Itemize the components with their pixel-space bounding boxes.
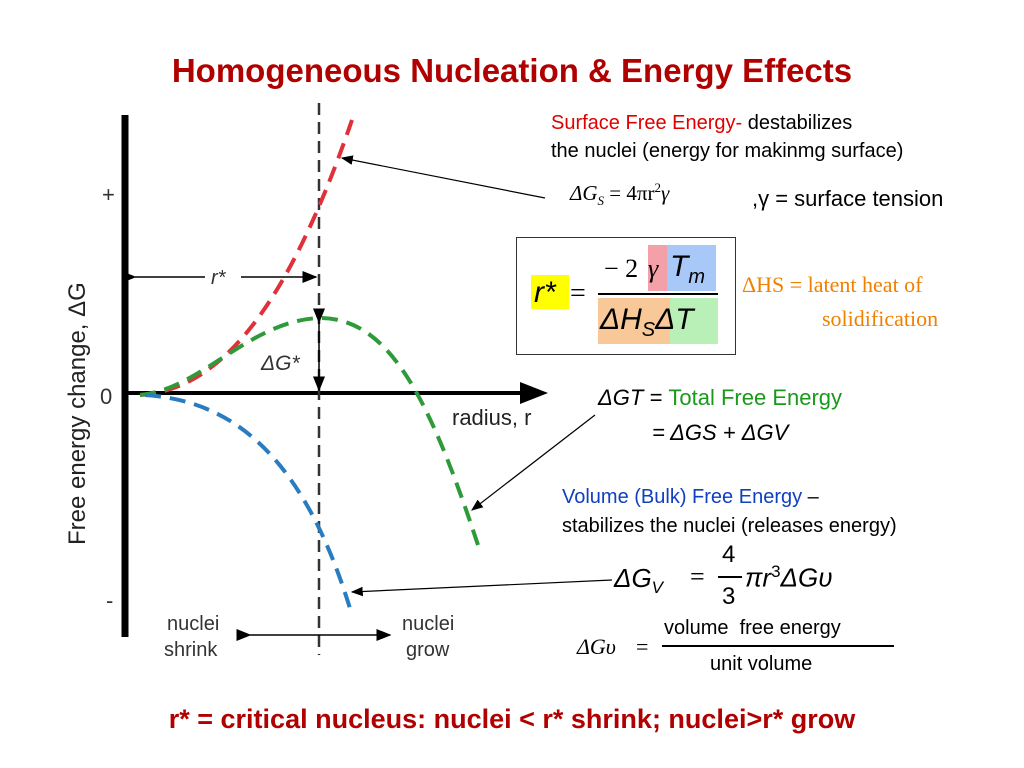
grow-label-1: nuclei [402, 613, 454, 635]
surface-energy-heading: Surface Free Energy- destabilizes [551, 112, 852, 135]
eq-lhs: ΔG [570, 181, 598, 205]
vol-tail: ΔGυ [780, 562, 833, 593]
vol-rhs: πr [745, 562, 772, 593]
volume-frac-den: 3 [722, 583, 736, 610]
dh-highlight [598, 298, 670, 344]
surface-energy-desc: the nuclei (energy for makinmg surface) [551, 140, 904, 162]
tm-highlight [667, 245, 716, 291]
latent-heat-line2: solidification [822, 306, 939, 331]
critical-nucleus-statement: r* = critical nucleus: nuclei < r* shrin… [168, 704, 856, 734]
rstar-equals: = [570, 278, 586, 309]
surface-energy-equation: ΔGS = 4πr2γ [570, 180, 669, 209]
volume-energy-desc: stabilizes the nuclei (releases energy) [562, 515, 897, 537]
rstar-lhs: r* [534, 276, 556, 309]
surface-energy-label-rest: destabilizes [742, 112, 853, 134]
x-axis-arrowhead [520, 382, 548, 404]
rstar-denominator: ΔHSΔT [600, 303, 694, 342]
volume-frac-num: 4 [722, 541, 736, 568]
gv-def-lhs: ΔGυ [577, 634, 616, 659]
vol-exp: 3 [771, 562, 781, 581]
page-title: Homogeneous Nucleation & Energy Effects [171, 52, 853, 89]
shrink-label-2: shrink [164, 639, 218, 661]
vol-sub: V [651, 578, 664, 598]
vol-lhs: ΔG [614, 563, 652, 593]
volume-eq-rhs: πr3ΔGυ [745, 562, 833, 594]
volume-pointer [350, 579, 613, 597]
rstar-highlight [531, 275, 569, 309]
x-axis-label: radius, r [452, 405, 531, 430]
rstar-equation-box [516, 237, 736, 355]
total-energy-heading: ΔGT = Total Free Energy [598, 385, 842, 411]
rstar-fraction-bar [598, 293, 718, 295]
gamma-highlight [648, 245, 667, 291]
eq-gamma: γ [660, 181, 670, 205]
tm-text: T [670, 250, 689, 283]
volume-energy-curve [144, 393, 354, 616]
total-energy-curve [139, 315, 480, 546]
rstar-label: r* [211, 267, 227, 289]
volume-energy-heading: Volume (Bulk) Free Energy – [562, 486, 819, 509]
latent-heat-line1: ΔHS = latent heat of [742, 272, 923, 297]
surface-tension-note: ,γ = surface tension [752, 186, 944, 211]
gv-def-bar [662, 645, 894, 647]
eq-exp: 2 [654, 180, 661, 195]
volume-eq-lhs: ΔGV [614, 563, 663, 598]
rstar-num-gamma: γ [648, 254, 659, 283]
volume-energy-label: Volume (Bulk) Free Energy [562, 486, 803, 508]
dh-text: ΔH [600, 303, 642, 336]
eq-rhs: = 4πr [609, 181, 655, 205]
total-lhs: ΔGT = [598, 385, 669, 410]
total-pointer [471, 414, 596, 511]
eq-sub: S [597, 193, 605, 209]
surface-energy-label: Surface Free Energy- [551, 112, 743, 134]
gv-def-num: volume free energy [664, 617, 841, 639]
tm-sub: m [688, 266, 705, 288]
y-axis-label: Free energy change, ΔG [64, 282, 91, 545]
volume-energy-label-rest: – [802, 486, 819, 508]
gv-def-equals: = [636, 634, 649, 659]
dt-text: ΔT [655, 303, 694, 336]
dh-sub: S [641, 319, 656, 341]
shrink-label-1: nuclei [167, 613, 219, 635]
volume-eq-equals: = [690, 562, 705, 591]
plus-tick: + [102, 182, 115, 207]
grow-label-2: grow [406, 639, 450, 661]
rstar-num-sign: − 2 [604, 254, 639, 283]
minus-tick: - [106, 588, 113, 613]
volume-frac-bar [718, 576, 742, 578]
dgstar-label: ΔG* [260, 352, 300, 375]
dt-highlight [670, 298, 718, 344]
zero-tick: 0 [100, 384, 112, 409]
surface-pointer [340, 155, 546, 199]
total-energy-sum: = ΔGS + ΔGV [652, 420, 789, 445]
rstar-num-tm: Tm [670, 250, 705, 289]
total-energy-label: Total Free Energy [668, 385, 843, 410]
gv-def-den: unit volume [710, 653, 813, 675]
